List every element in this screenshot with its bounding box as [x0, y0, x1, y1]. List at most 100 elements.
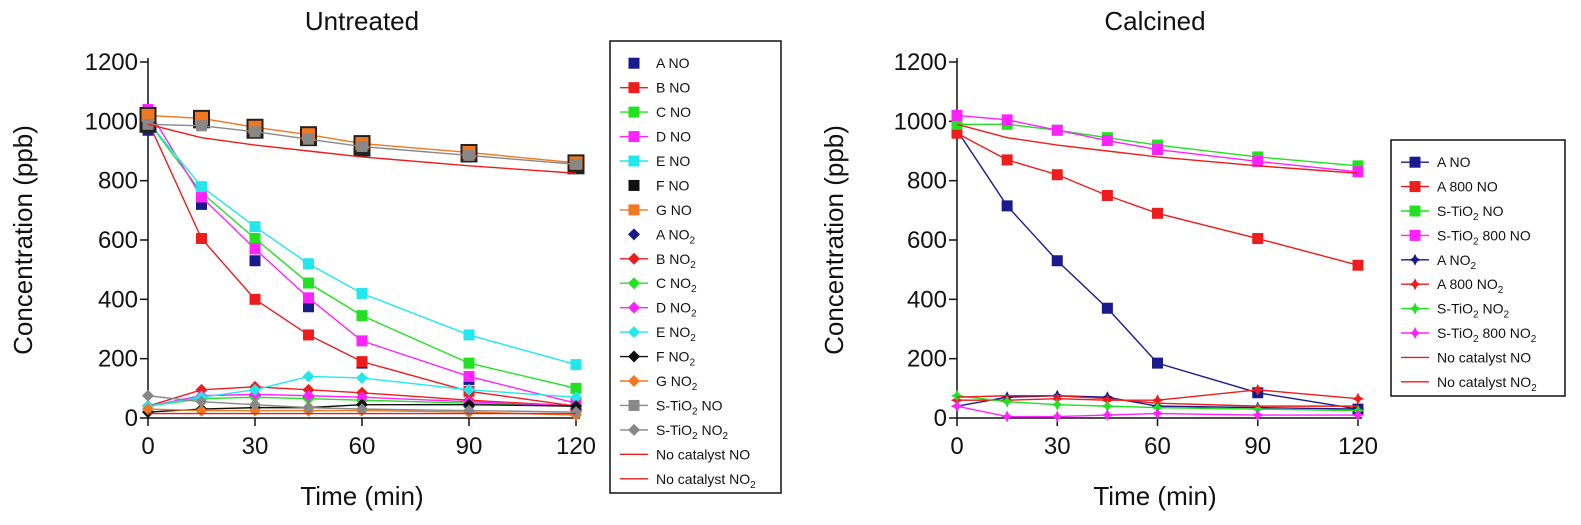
legend-label: A 800 NO — [1437, 179, 1498, 195]
data-point — [1101, 409, 1114, 422]
legend-label: A 800 NO2 — [1437, 276, 1504, 296]
y-tick-label: 800 — [907, 168, 947, 195]
legend-label: E NO2 — [656, 324, 696, 344]
y-tick-label: 200 — [907, 346, 947, 373]
legend-item-a-no2: A NO2 — [628, 226, 695, 246]
data-point — [303, 292, 314, 304]
data-point — [1001, 200, 1013, 212]
data-point — [356, 287, 368, 299]
series-g-no — [139, 106, 585, 172]
y-tick-label: 600 — [907, 227, 947, 254]
data-point — [356, 141, 368, 153]
y-tick-label: 1200 — [894, 49, 947, 76]
legend-marker — [628, 301, 640, 314]
legend-item-f-no2: F NO2 — [620, 349, 695, 369]
x-axis-label-calcined: Time (min) — [1093, 481, 1216, 511]
data-point — [356, 403, 368, 416]
legend-label: B NO2 — [656, 251, 696, 271]
data-point — [356, 371, 368, 384]
series-no-catalyst-no — [956, 123, 1359, 174]
legend-marker — [628, 82, 640, 94]
data-point — [356, 335, 368, 347]
series-s-tio2-800-no2 — [951, 400, 1364, 423]
panel-calcined: Calcined Time (min) Concentration (ppb) … — [819, 6, 1566, 511]
data-point — [1352, 160, 1364, 172]
legend-marker — [628, 106, 640, 118]
data-point — [570, 158, 582, 170]
data-point — [1051, 124, 1063, 136]
legend-label: A NO — [656, 55, 690, 71]
legend-label: S-TiO2 NO — [1437, 203, 1504, 223]
legend-label: S-TiO2 800 NO2 — [1437, 325, 1537, 345]
data-point — [570, 359, 582, 371]
data-point — [1352, 166, 1364, 178]
legend-marker — [628, 423, 640, 436]
legend-marker — [628, 277, 640, 290]
legend-item-a-no: A NO — [1401, 154, 1471, 170]
legend-label: C NO2 — [656, 275, 697, 295]
data-point — [249, 233, 261, 245]
data-point — [249, 383, 261, 396]
legend-item-s-tio2-800-no2: S-TiO2 800 NO2 — [1401, 325, 1537, 345]
y-tick-label: 0 — [934, 405, 947, 432]
data-point — [196, 191, 207, 203]
legend-marker — [628, 204, 640, 216]
data-point — [570, 391, 582, 404]
legend-label: S-TiO2 NO — [656, 397, 723, 417]
data-point — [196, 120, 207, 132]
data-point — [463, 383, 475, 396]
data-point — [1352, 259, 1364, 271]
data-point — [1251, 383, 1264, 396]
legend-item-s-tio2-no: S-TiO2 NO — [620, 397, 723, 417]
legend-marker — [628, 252, 640, 265]
data-point — [302, 389, 315, 402]
legend-item-d-no2: D NO2 — [620, 300, 697, 320]
data-point — [570, 406, 582, 419]
data-point — [1352, 392, 1364, 405]
data-point — [1251, 409, 1264, 422]
y-tick-label: 800 — [98, 168, 138, 195]
data-point — [1001, 114, 1013, 126]
data-point — [1101, 400, 1114, 413]
data-point — [1051, 398, 1064, 411]
data-point — [1152, 357, 1163, 369]
data-point — [1101, 302, 1113, 314]
series-no-catalyst-no — [147, 123, 577, 174]
x-tick-label: 90 — [456, 433, 483, 460]
data-point — [356, 310, 368, 322]
series-line-c-no — [147, 120, 577, 390]
legend-untreated: A NO B NO C NO D NO E NO F NO G NO A NO2 B NO2 C … — [609, 40, 782, 494]
series-line-no-catalyst-no2 — [956, 395, 1358, 407]
y-tick-label: 0 — [125, 405, 138, 432]
legend-label: D NO — [656, 129, 691, 145]
legend-marker — [628, 179, 640, 191]
legend-marker — [628, 57, 640, 69]
x-tick-label: 120 — [1338, 433, 1378, 460]
plot-area-untreated: 0 200 400 600 800 1000 1200 0 30 60 90 120 — [85, 49, 596, 460]
data-point — [1051, 169, 1063, 181]
legend-marker — [628, 155, 640, 167]
legend-marker — [1409, 278, 1421, 291]
legend-label: F NO2 — [656, 349, 695, 369]
y-axis-label-untreated: Concentration (ppb) — [8, 125, 38, 355]
legend-item-a-no2: A NO2 — [1401, 252, 1476, 272]
legend-item-e-no: E NO — [620, 153, 690, 169]
x-tick-label: 0 — [141, 433, 154, 460]
data-point — [1101, 190, 1113, 201]
legend-label: G NO — [656, 202, 692, 218]
series-line-no-catalyst-no — [147, 123, 577, 174]
y-tick-label: 1000 — [85, 108, 138, 135]
y-tick-label: 600 — [98, 227, 138, 254]
legend-item-g-no2: G NO2 — [620, 373, 698, 393]
data-point — [463, 149, 475, 161]
data-point — [303, 301, 314, 313]
legend-label: A NO — [1437, 154, 1471, 170]
panel-untreated: Untreated Time (min) Concentration (ppb)… — [8, 6, 782, 511]
x-tick-label: 0 — [950, 433, 963, 460]
y-tick-label: 400 — [907, 286, 947, 313]
legend-marker — [628, 350, 640, 363]
legend-item-no-catalyst-no2: No catalyst NO2 — [620, 471, 756, 491]
legend-marker — [1409, 302, 1421, 315]
legend-marker — [1409, 327, 1421, 339]
